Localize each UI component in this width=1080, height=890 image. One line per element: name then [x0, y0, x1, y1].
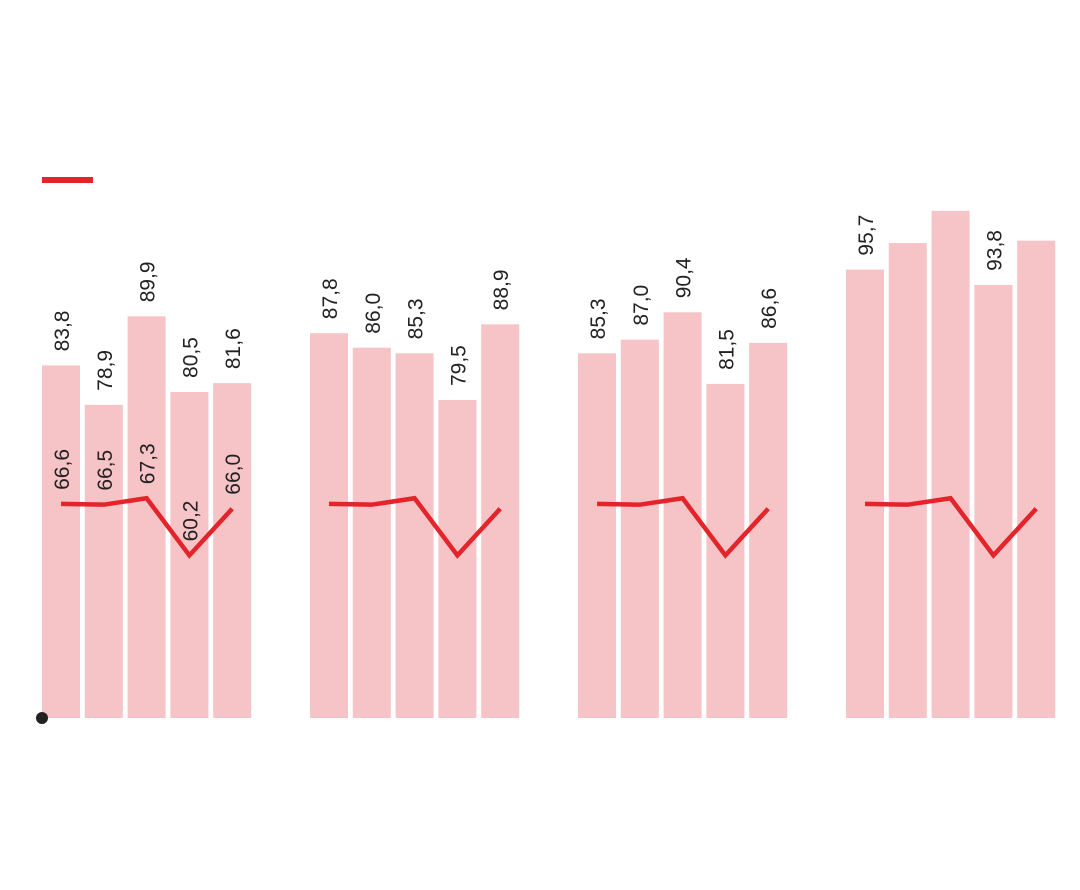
bar-label-g2-2: 86,0 — [362, 293, 385, 334]
bar-label-g1-4: 80,5 — [179, 337, 202, 378]
line-series-g2 — [328, 495, 502, 559]
bar-label-g3-4: 81,5 — [715, 329, 738, 370]
line-label-g1-5: 66,0 — [222, 454, 245, 495]
bar-label-g1-2: 78,9 — [94, 350, 117, 391]
bar-label-g2-1: 87,8 — [319, 278, 342, 319]
line-label-g1-3: 67,3 — [137, 443, 160, 484]
bar-g2-1 — [310, 333, 348, 718]
bar-label-g2-3: 85,3 — [405, 298, 428, 339]
bar-g2-3 — [395, 353, 434, 718]
bar-g3-2 — [620, 339, 659, 718]
baseline-dot — [36, 712, 48, 724]
bar-label-g3-3: 90,4 — [673, 257, 696, 298]
bar-g2-2 — [352, 347, 391, 718]
bar-label-g4-1: 95,7 — [855, 215, 878, 256]
bar-label-g4-4: 93,8 — [983, 230, 1006, 271]
bar-g4-2 — [888, 243, 927, 719]
line-series-g1 — [60, 495, 234, 559]
bar-g3-1 — [578, 353, 616, 718]
bar-g4-4 — [974, 284, 1013, 718]
bar-label-g3-1: 85,3 — [587, 298, 610, 339]
bar-g2-4 — [438, 400, 477, 718]
bar-g1-2 — [84, 404, 123, 718]
labels-layer: 83,8 78,9 89,9 80,5 81,6 66,6 66,5 67,3 60,2 66,0… — [51, 215, 1006, 542]
bar-g1-1 — [42, 365, 80, 718]
bar-label-g1-3: 89,9 — [137, 261, 160, 302]
line-label-g1-4: 60,2 — [179, 501, 202, 542]
bar-g3-4 — [706, 383, 745, 718]
bar-g1-5 — [213, 383, 252, 718]
bar-label-g2-4: 79,5 — [447, 345, 470, 386]
line-label-g1-1: 66,6 — [51, 449, 74, 490]
bar-label-g1-1: 83,8 — [51, 311, 74, 352]
bar-g4-5 — [1017, 240, 1056, 718]
line-label-g1-2: 66,5 — [94, 450, 117, 491]
bar-label-g3-5: 86,6 — [758, 288, 781, 329]
bar-g3-5 — [749, 342, 788, 718]
line-series-g3 — [596, 495, 770, 559]
bar-label-g1-5: 81,6 — [222, 328, 245, 369]
lines-layer — [60, 495, 1038, 559]
bar-label-g3-2: 87,0 — [630, 285, 653, 326]
line-series-g4 — [864, 495, 1038, 559]
bar-g4-1 — [846, 269, 884, 718]
bars-layer — [42, 210, 1056, 719]
bar-label-g2-5: 88,9 — [490, 269, 513, 310]
bar-g4-3 — [931, 210, 970, 718]
